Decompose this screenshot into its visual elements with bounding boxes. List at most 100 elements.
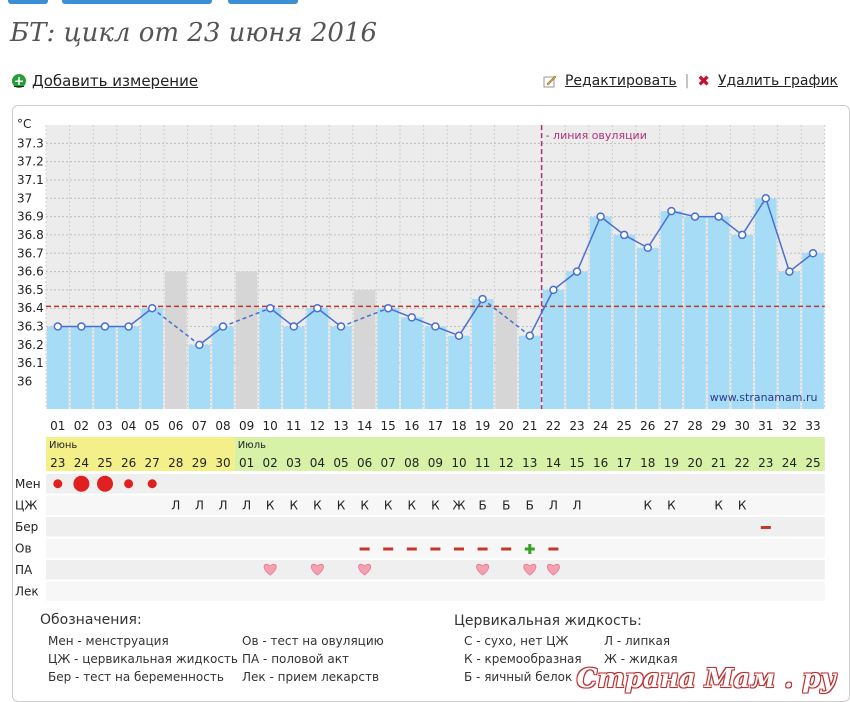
temperature-bar[interactable]: [519, 335, 541, 409]
temperature-bar[interactable]: [283, 326, 305, 409]
temperature-bar[interactable]: [731, 234, 753, 409]
temperature-bar[interactable]: [755, 198, 777, 409]
temperature-point[interactable]: [690, 212, 700, 221]
temperature-point[interactable]: [596, 212, 605, 221]
temperature-point[interactable]: [100, 322, 110, 331]
calendar-date: 03: [286, 456, 301, 470]
calendar-date: 25: [97, 456, 112, 470]
calendar-date: 20: [687, 456, 702, 470]
temperature-point[interactable]: [147, 303, 157, 313]
top-tab[interactable]: [228, 0, 298, 4]
cervical-fluid-mark: Л: [218, 499, 227, 513]
temperature-point[interactable]: [77, 322, 86, 331]
temperature-point[interactable]: [808, 249, 818, 258]
gray-bar: [495, 308, 517, 409]
temperature-point[interactable]: [478, 294, 487, 304]
temperature-point[interactable]: [761, 194, 771, 203]
temperature-point[interactable]: [714, 212, 723, 221]
temperature-bar[interactable]: [424, 326, 447, 409]
temperature-point[interactable]: [313, 303, 322, 313]
add-measurement-link[interactable]: + Добавить измерение: [12, 72, 198, 90]
temperature-point[interactable]: [195, 340, 204, 350]
chart-actions: + Добавить измерение Редактировать | ✖ У…: [12, 72, 838, 94]
temperature-bar[interactable]: [47, 326, 69, 409]
temperature-point[interactable]: [454, 331, 464, 340]
calendar-date: 05: [333, 456, 348, 470]
edit-link[interactable]: Редактировать: [564, 73, 677, 89]
temperature-bar[interactable]: [117, 326, 140, 409]
legend-item: Бер - тест на беременность: [48, 670, 224, 684]
temperature-bar[interactable]: [660, 211, 683, 409]
temperature-point[interactable]: [431, 322, 440, 331]
y-tick-label: 37.2: [17, 155, 44, 169]
temperature-bar[interactable]: [401, 317, 423, 409]
temperature-point[interactable]: [785, 267, 794, 276]
cervical-fluid-mark: К: [313, 499, 322, 513]
temperature-point[interactable]: [737, 230, 747, 240]
cervical-fluid-mark: К: [644, 499, 653, 513]
temperature-point[interactable]: [667, 206, 676, 216]
day-number: 20: [499, 419, 514, 433]
temperature-bar[interactable]: [306, 308, 329, 409]
legend-title: Обозначения:: [40, 612, 142, 628]
calendar-date: 13: [522, 456, 537, 470]
day-number: 15: [381, 419, 396, 433]
temperature-bar[interactable]: [141, 308, 163, 409]
temperature-bar[interactable]: [802, 253, 824, 409]
temperature-point[interactable]: [53, 322, 63, 331]
menstruation-dot: [53, 479, 63, 489]
temperature-point[interactable]: [525, 331, 535, 340]
day-number: 28: [687, 419, 702, 433]
temperature-point[interactable]: [383, 303, 393, 313]
y-tick-label: 36.9: [17, 210, 44, 224]
day-number: 03: [97, 419, 112, 433]
temperature-bar[interactable]: [259, 308, 281, 409]
cervical-fluid-mark: К: [714, 499, 723, 513]
temperature-point[interactable]: [124, 322, 133, 331]
cervical-fluid-mark: Л: [171, 499, 180, 513]
temperature-line-segment: [788, 252, 814, 273]
day-number: 04: [121, 419, 136, 433]
y-tick-label: 37.1: [17, 173, 44, 187]
top-tab[interactable]: [62, 0, 212, 4]
temperature-bar[interactable]: [377, 308, 399, 409]
temperature-point[interactable]: [218, 322, 228, 331]
day-number: 32: [782, 419, 797, 433]
temperature-bar[interactable]: [188, 344, 211, 409]
day-number: 21: [522, 419, 537, 433]
y-tick-label: 36: [17, 375, 32, 389]
ovulation-test-negative: [406, 547, 417, 551]
temperature-point[interactable]: [336, 322, 346, 331]
temperature-bar[interactable]: [212, 326, 234, 409]
temperature-point[interactable]: [572, 267, 582, 276]
temperature-point[interactable]: [619, 230, 629, 240]
temperature-point[interactable]: [407, 313, 417, 322]
temperature-bar[interactable]: [542, 289, 565, 409]
temperature-bar[interactable]: [448, 335, 470, 409]
temperature-bar[interactable]: [684, 216, 706, 409]
calendar-date: 25: [805, 456, 820, 470]
temperature-bar[interactable]: [70, 326, 93, 409]
temperature-bar[interactable]: [471, 299, 494, 409]
row-label: ЦЖ: [15, 499, 37, 513]
temperature-bar[interactable]: [778, 271, 801, 409]
y-tick-label: 36.8: [17, 228, 44, 242]
day-number: 07: [192, 419, 207, 433]
temperature-bar[interactable]: [707, 216, 730, 409]
temperature-bar[interactable]: [637, 247, 659, 409]
top-tab[interactable]: [8, 0, 48, 4]
temperature-point[interactable]: [265, 303, 275, 313]
data-row: [46, 495, 825, 515]
calendar-date: 30: [215, 456, 230, 470]
temperature-bar[interactable]: [613, 234, 635, 409]
temperature-point[interactable]: [289, 322, 299, 331]
temperature-point[interactable]: [643, 243, 653, 253]
delete-chart-link[interactable]: Удалить график: [717, 73, 838, 89]
y-axis-label: °C: [17, 117, 31, 131]
temperature-bar[interactable]: [589, 216, 612, 409]
temperature-point[interactable]: [549, 285, 558, 295]
temperature-bar[interactable]: [94, 326, 116, 409]
day-number: 05: [145, 419, 160, 433]
temperature-bar[interactable]: [566, 271, 588, 409]
temperature-bar[interactable]: [330, 326, 352, 409]
